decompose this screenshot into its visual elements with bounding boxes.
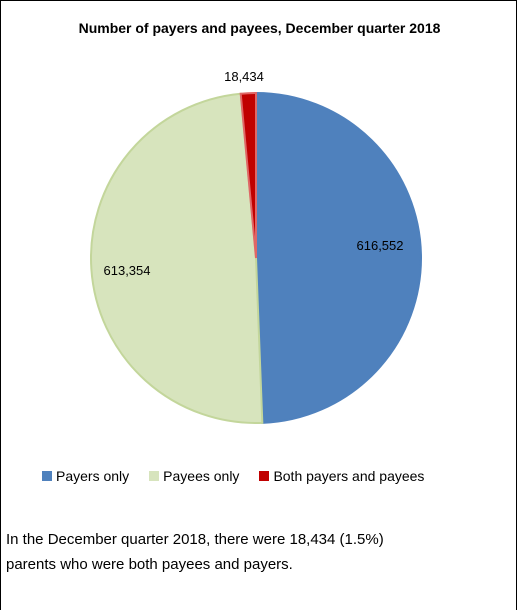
pie-slice-payees-only [89,92,264,424]
footnote: In the December quarter 2018, there were… [6,527,506,577]
chart-title: Number of payers and payees, December qu… [78,20,441,36]
footnote-line-1: In the December quarter 2018, there were… [6,531,384,548]
legend-label-payers-only: Payers only [56,468,130,484]
pie-chart: 616,552 613,354 18,434 [89,69,422,424]
legend-swatch-payees-only [149,471,160,481]
footnote-line-2: parents who were both payees and payers. [6,556,293,573]
legend-item-both: Both payers and payees [259,468,424,484]
legend-item-payers-only: Payers only [42,468,129,484]
data-label-both: 18,434 [224,69,264,84]
legend-swatch-payers-only [42,471,52,481]
legend: Payers only Payees only Both payers and … [42,468,424,484]
legend-item-payees-only: Payees only [149,468,239,484]
legend-swatch-both [259,471,270,481]
legend-label-both: Both payers and payees [273,468,425,484]
data-label-payees-only: 613,354 [104,263,151,278]
data-label-payers-only: 616,552 [357,238,404,253]
pie-slice-payers-only [255,91,422,424]
legend-label-payees-only: Payees only [163,468,240,484]
pie-slice-both [239,91,257,259]
